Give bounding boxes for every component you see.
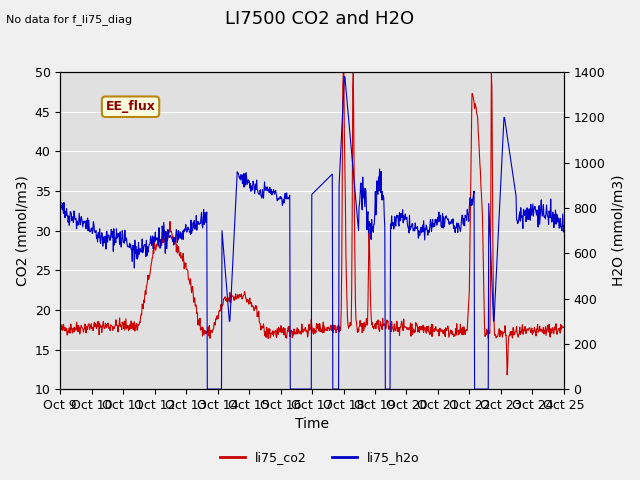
li75_h2o	[354, 222, 362, 228]
Text: LI7500 CO2 and H2O: LI7500 CO2 and H2O	[225, 10, 415, 28]
Y-axis label: CO2 (mmol/m3): CO2 (mmol/m3)	[15, 175, 29, 286]
li75_co2	[266, 330, 273, 336]
li75_co2	[339, 69, 347, 75]
li75_co2	[56, 325, 64, 331]
Text: EE_flux: EE_flux	[106, 100, 156, 113]
li75_h2o	[340, 74, 348, 80]
li75_co2	[503, 372, 511, 378]
li75_co2	[560, 324, 568, 330]
li75_h2o	[204, 386, 211, 392]
li75_h2o	[536, 221, 543, 227]
Y-axis label: H2O (mmol/m3): H2O (mmol/m3)	[611, 175, 625, 287]
li75_h2o	[560, 223, 568, 229]
li75_h2o	[56, 202, 64, 208]
li75_co2	[536, 324, 543, 329]
li75_co2	[81, 326, 88, 332]
li75_h2o	[81, 218, 88, 224]
li75_co2	[150, 251, 157, 256]
Legend: li75_co2, li75_h2o: li75_co2, li75_h2o	[215, 446, 425, 469]
li75_h2o	[266, 184, 274, 190]
li75_h2o	[150, 235, 157, 241]
Line: li75_h2o: li75_h2o	[60, 77, 564, 389]
Text: No data for f_li75_diag: No data for f_li75_diag	[6, 14, 132, 25]
li75_co2	[354, 329, 362, 335]
li75_co2	[544, 323, 552, 328]
Line: li75_co2: li75_co2	[60, 72, 564, 375]
X-axis label: Time: Time	[295, 418, 329, 432]
li75_h2o	[544, 214, 552, 219]
